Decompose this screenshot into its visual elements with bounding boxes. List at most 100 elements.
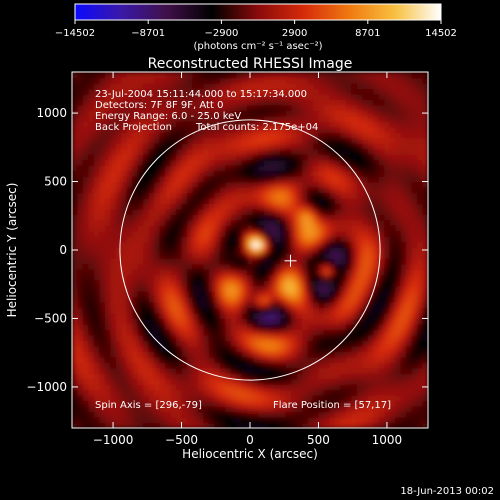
heatmap-cell	[154, 351, 161, 358]
heatmap-cell	[148, 110, 155, 117]
heatmap-cell	[219, 236, 226, 243]
heatmap-cell	[219, 263, 226, 270]
heatmap-cell	[203, 258, 210, 265]
heatmap-cell	[340, 82, 347, 90]
heatmap-cell	[154, 88, 161, 95]
heatmap-cell	[236, 285, 243, 292]
heatmap-cell	[82, 340, 90, 347]
heatmap-cell	[367, 384, 374, 391]
heatmap-cell	[214, 345, 221, 352]
heatmap-cell	[263, 258, 270, 265]
heatmap-cell	[203, 296, 210, 303]
heatmap-cell	[411, 312, 418, 320]
heatmap-cell	[417, 110, 424, 117]
heatmap-cell	[181, 378, 188, 385]
heatmap-cell	[236, 422, 243, 428]
heatmap-cell	[236, 137, 243, 144]
heatmap-cell	[148, 252, 155, 259]
heatmap-cell	[329, 340, 336, 347]
heatmap-cell	[154, 389, 161, 396]
heatmap-cell	[367, 192, 374, 199]
heatmap-cell	[263, 351, 270, 358]
heatmap-cell	[225, 132, 232, 139]
heatmap-cell	[302, 367, 309, 374]
heatmap-cell	[384, 187, 391, 194]
heatmap-cell	[72, 225, 79, 232]
heatmap-cell	[148, 176, 155, 183]
heatmap-cell	[263, 99, 270, 106]
heatmap-cell	[82, 329, 90, 336]
heatmap-cell	[389, 367, 396, 374]
heatmap-cell	[241, 154, 248, 161]
heatmap-cell	[258, 318, 265, 325]
heatmap-cell	[373, 302, 380, 309]
heatmap-cell	[280, 302, 287, 309]
heatmap-cell	[384, 263, 391, 270]
heatmap-cell	[214, 312, 221, 320]
heatmap-cell	[302, 252, 309, 259]
heatmap-cell	[208, 378, 215, 385]
heatmap-cell	[82, 165, 90, 172]
heatmap-cell	[263, 367, 270, 374]
heatmap-cell	[148, 362, 155, 369]
heatmap-cell	[247, 110, 254, 117]
heatmap-cell	[263, 77, 270, 84]
heatmap-cell	[176, 241, 183, 248]
heatmap-cell	[241, 406, 248, 413]
heatmap-cell	[203, 99, 210, 106]
heatmap-cell	[82, 334, 90, 341]
heatmap-cell	[411, 148, 418, 155]
heatmap-cell	[99, 312, 106, 320]
heatmap-cell	[176, 203, 183, 210]
heatmap-cell	[115, 302, 122, 309]
heatmap-cell	[312, 406, 320, 413]
heatmap-cell	[115, 148, 122, 155]
heatmap-cell	[143, 176, 150, 183]
heatmap-cell	[93, 241, 100, 248]
heatmap-cell	[197, 285, 205, 292]
heatmap-cell	[362, 345, 369, 352]
heatmap-cell	[126, 137, 133, 144]
heatmap-cell	[99, 307, 106, 314]
heatmap-cell	[422, 417, 428, 424]
heatmap-cell	[258, 329, 265, 336]
heatmap-cell	[241, 329, 248, 336]
heatmap-cell	[176, 159, 183, 166]
heatmap-cell	[263, 219, 270, 226]
heatmap-cell	[241, 159, 248, 166]
heatmap-cell	[192, 384, 199, 391]
heatmap-cell	[203, 280, 210, 287]
heatmap-cell	[170, 323, 177, 331]
heatmap-cell	[247, 340, 254, 347]
heatmap-cell	[159, 72, 166, 79]
heatmap-cell	[159, 170, 166, 177]
heatmap-cell	[99, 225, 106, 232]
heatmap-cell	[395, 312, 402, 320]
heatmap-cell	[181, 323, 188, 331]
heatmap-cell	[230, 165, 237, 172]
heatmap-cell	[93, 214, 100, 221]
spin-axis-label: Spin Axis = [296,-79]	[95, 400, 202, 411]
heatmap-cell	[389, 148, 396, 155]
heatmap-cell	[269, 88, 276, 95]
heatmap-cell	[187, 378, 194, 385]
heatmap-cell	[422, 252, 428, 259]
heatmap-cell	[296, 110, 303, 117]
heatmap-cell	[258, 82, 265, 90]
heatmap-cell	[137, 302, 144, 309]
heatmap-cell	[269, 362, 276, 369]
heatmap-cell	[230, 258, 237, 265]
heatmap-cell	[296, 356, 303, 363]
heatmap-cell	[230, 72, 237, 79]
heatmap-cell	[137, 384, 144, 391]
x-tick-label: 500	[307, 433, 330, 447]
heatmap-cell	[323, 170, 331, 177]
heatmap-cell	[225, 197, 232, 205]
heatmap-cell	[307, 93, 314, 100]
heatmap-cell	[214, 291, 221, 298]
heatmap-cell	[159, 187, 166, 194]
heatmap-cell	[176, 411, 183, 418]
heatmap-cell	[417, 230, 424, 237]
heatmap-cell	[378, 197, 385, 205]
heatmap-cell	[197, 247, 205, 254]
